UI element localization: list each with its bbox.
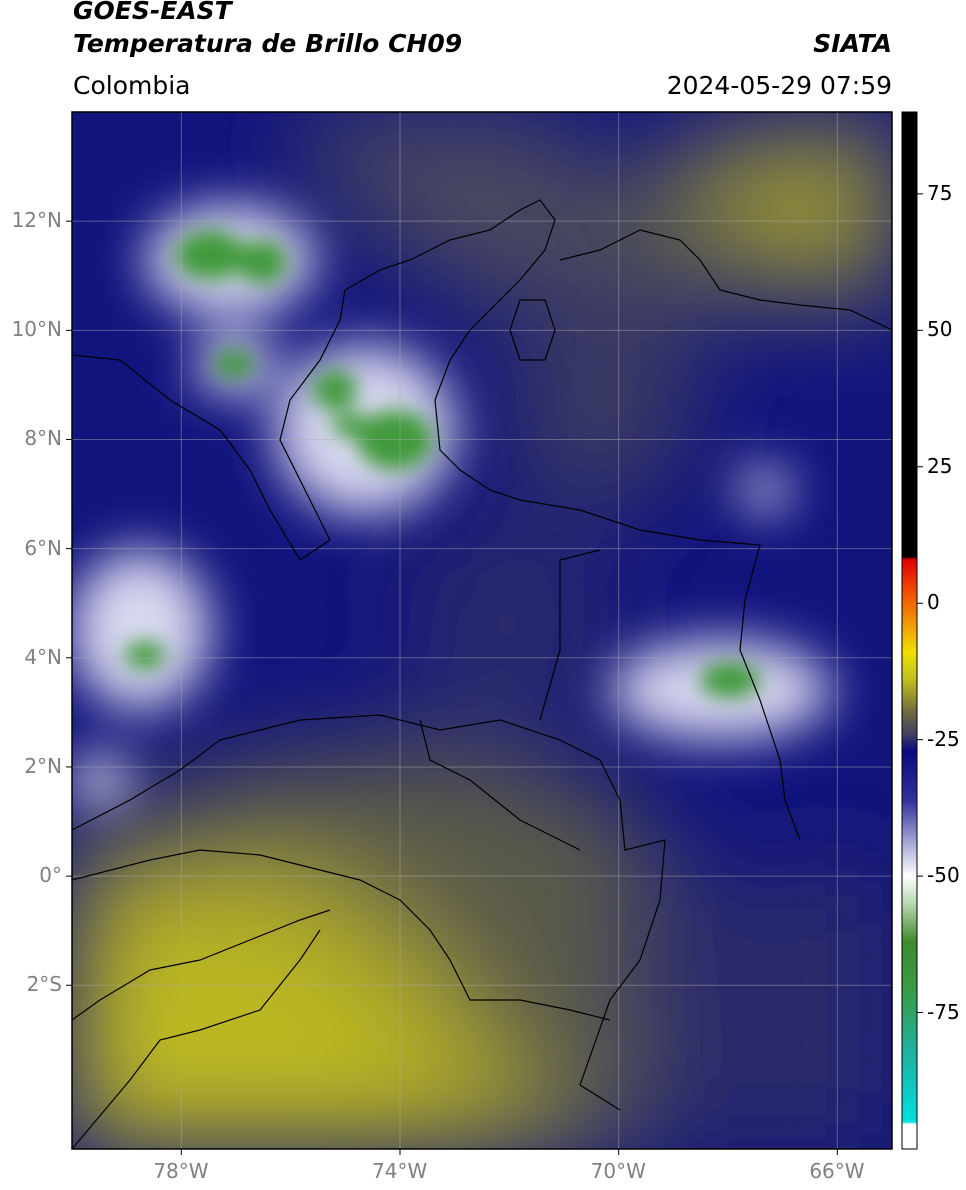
longitude-tick-label: 66°W bbox=[809, 1159, 865, 1183]
southern-border bbox=[72, 714, 666, 1111]
longitude-tick-label: 74°W bbox=[372, 1159, 428, 1183]
satellite-title: GOES-EAST bbox=[73, 0, 232, 25]
west-andes-line bbox=[72, 929, 321, 1149]
graticule bbox=[72, 112, 892, 1149]
longitude-tick-label: 78°W bbox=[153, 1159, 209, 1183]
colorbar-tick-label: 50 bbox=[927, 317, 953, 342]
organization-label: SIATA bbox=[813, 29, 892, 58]
internal-line-a bbox=[539, 549, 601, 721]
colorbar-tick-label: 0 bbox=[927, 590, 940, 615]
latitude-tick-label: 8°N bbox=[24, 426, 62, 451]
latitude-tick-label: 10°N bbox=[11, 317, 62, 342]
latitude-ticks bbox=[66, 220, 72, 986]
warm-regions bbox=[72, 112, 892, 1149]
longitude-tick-label: 70°W bbox=[590, 1159, 646, 1183]
peru-coast-line bbox=[72, 909, 331, 1021]
colombia-venezuela-border bbox=[72, 199, 801, 841]
cold-cloud-cores bbox=[125, 230, 760, 698]
colorbar-tick-label: 25 bbox=[927, 453, 953, 478]
ecuador-peru-border bbox=[72, 849, 611, 1021]
country-borders bbox=[72, 199, 892, 1149]
region-label: Colombia bbox=[73, 71, 191, 100]
latitude-tick-label: 0° bbox=[39, 863, 62, 888]
colorbar-tick-label: -75 bbox=[927, 999, 960, 1024]
map-frame bbox=[71, 111, 893, 1150]
colorbar-tick-label: -50 bbox=[927, 863, 960, 888]
colorbar bbox=[901, 111, 918, 1150]
temperature-field bbox=[72, 112, 892, 1149]
colorbar-tick-label: 75 bbox=[927, 180, 953, 205]
colorbar-tick-label: -25 bbox=[927, 726, 960, 751]
latitude-tick-label: 2°S bbox=[26, 972, 62, 997]
colorbar-ticks bbox=[917, 193, 923, 1014]
latitude-tick-label: 6°N bbox=[24, 535, 62, 560]
longitude-ticks bbox=[180, 1149, 838, 1155]
latitude-tick-label: 2°N bbox=[24, 753, 62, 778]
maracaibo-lake bbox=[509, 299, 556, 361]
product-title: Temperatura de Brillo CH09 bbox=[73, 29, 463, 58]
timestamp-label: 2024-05-29 07:59 bbox=[666, 71, 892, 100]
latitude-tick-label: 12°N bbox=[11, 208, 62, 233]
latitude-tick-label: 4°N bbox=[24, 644, 62, 669]
venezuela-coast bbox=[559, 229, 892, 331]
internal-line-b bbox=[419, 719, 581, 851]
